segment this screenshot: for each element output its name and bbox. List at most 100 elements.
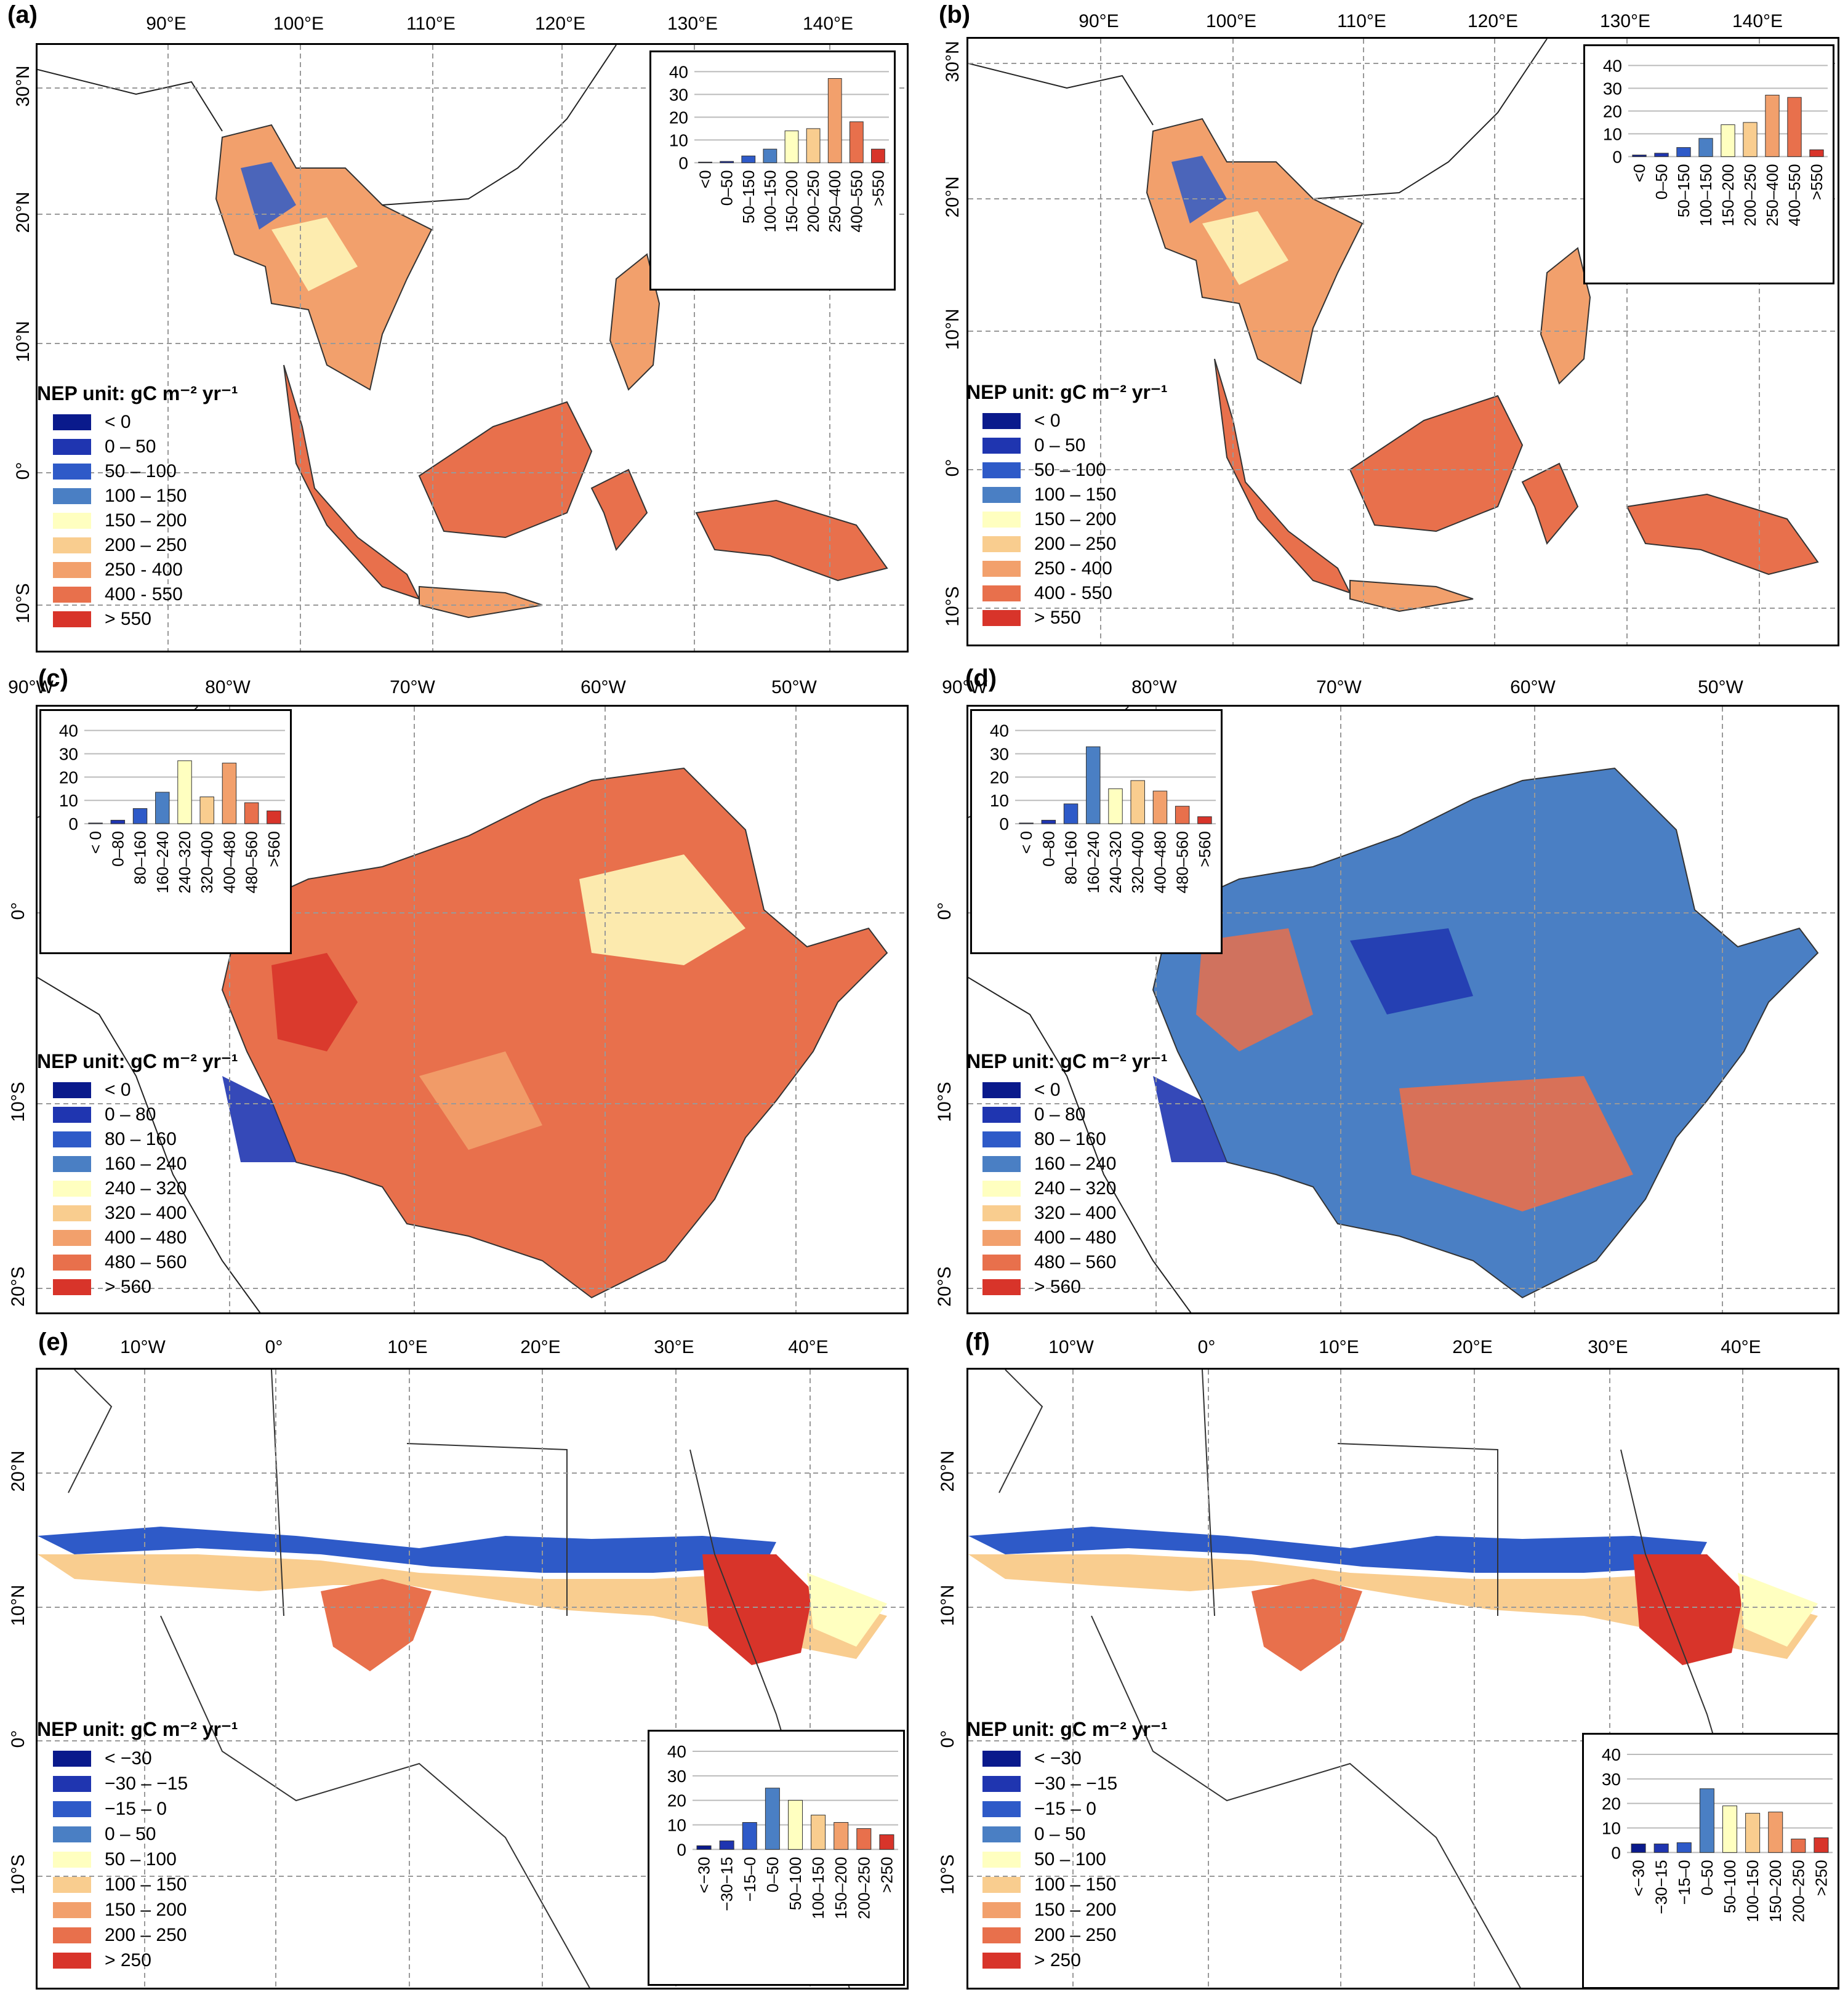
histogram-xtick: >550	[869, 170, 887, 206]
histogram-bar	[742, 1822, 757, 1850]
borneo-region	[1349, 395, 1524, 532]
histogram-xtick: 0–50	[718, 170, 736, 206]
map-canvas	[38, 707, 907, 1312]
histogram-ytick: 20	[990, 768, 1009, 787]
legend-label: 50 – 100	[1034, 460, 1106, 480]
legend-item: 50 – 100	[966, 1847, 1168, 1872]
histogram-bar	[1721, 124, 1735, 157]
legend-label: 400 - 550	[105, 584, 183, 604]
histogram-bar	[1768, 1812, 1783, 1853]
longitude-label: 70°W	[1316, 677, 1362, 697]
sulawesi-region	[590, 468, 648, 552]
histogram-xtick: 480–560	[243, 831, 261, 893]
nigeria-region	[1251, 1579, 1362, 1671]
legend-item: 0 – 50	[37, 435, 238, 459]
legend-swatch	[982, 512, 1021, 528]
histogram-bar	[811, 1815, 826, 1850]
histogram-bar	[696, 1845, 712, 1850]
histogram-xtick: −30−15	[1652, 1860, 1671, 1914]
panel-label: (d)	[965, 665, 997, 692]
legend-item: 80 – 160	[966, 1127, 1168, 1152]
histogram-bar	[698, 161, 712, 163]
histogram-ytick: 40	[59, 721, 78, 741]
legend-swatch	[53, 513, 91, 529]
legend-swatch	[982, 1876, 1021, 1893]
histogram-xtick: <−30	[1629, 1860, 1648, 1896]
histogram-xtick: −15–0	[741, 1857, 759, 1902]
legend-label: < 0	[1034, 1080, 1061, 1100]
legend-swatch	[982, 487, 1021, 503]
histogram-xtick: 100–150	[761, 170, 779, 232]
histogram-xtick: 0–50	[1698, 1860, 1716, 1895]
legend-swatch	[982, 610, 1021, 626]
histogram-xtick: 480–560	[1173, 831, 1192, 893]
legend-item: 480 – 560	[37, 1250, 238, 1275]
histogram-xtick: 50–100	[1721, 1860, 1739, 1913]
legend-item: 100 – 150	[37, 484, 238, 508]
legend-item: > 250	[37, 1948, 238, 1973]
histogram-xtick: 400–480	[220, 831, 238, 893]
legend-title: NEP unit: gC m⁻² yr⁻¹	[966, 381, 1168, 403]
legend-item: < −30	[966, 1746, 1168, 1771]
light-yellow-patch	[579, 854, 745, 965]
histogram-bar	[1197, 816, 1212, 824]
map-canvas	[38, 45, 907, 651]
latitude-label: 10°S	[8, 1854, 28, 1895]
color-legend: NEP unit: gC m⁻² yr⁻¹ < 0 0 – 80 80 – 160 16…	[966, 1050, 1168, 1299]
legend-label: 200 – 250	[105, 1924, 187, 1945]
legend-item: 100 – 150	[966, 483, 1168, 507]
sulawesi-region	[1521, 462, 1579, 545]
legend-item: −30 – −15	[966, 1771, 1168, 1796]
coastline	[38, 45, 617, 206]
legend-swatch	[53, 1750, 91, 1767]
amazon-region	[1152, 767, 1819, 1299]
malay-sumatra-region	[1214, 358, 1351, 594]
longitude-label: 40°E	[788, 1337, 829, 1357]
legend-label: 50 – 100	[105, 461, 177, 481]
histogram-bar	[1041, 819, 1056, 824]
legend-item: < −30	[37, 1746, 238, 1771]
legend-swatch	[982, 1927, 1021, 1943]
legend-label: 0 – 50	[1034, 435, 1086, 456]
legend-item: > 560	[966, 1275, 1168, 1299]
legend-item: 0 – 50	[966, 1821, 1168, 1847]
legend-swatch	[53, 439, 91, 455]
philippines-region	[1540, 247, 1591, 385]
histogram-xtick: 400–550	[847, 170, 866, 232]
legend-label: 200 – 250	[105, 535, 187, 555]
legend-label: 250 - 400	[105, 560, 183, 580]
legend-item: 100 – 150	[966, 1872, 1168, 1897]
legend-label: 200 – 250	[1034, 1924, 1117, 1945]
histogram-bar	[110, 819, 126, 824]
legend-item: 0 – 80	[37, 1102, 238, 1127]
sahel-warm-band	[968, 1554, 1818, 1659]
horn-light-region	[807, 1573, 887, 1647]
histogram-bar	[763, 148, 777, 163]
legend-label: < 0	[1034, 411, 1061, 431]
histogram-xtick: <0	[1630, 164, 1649, 182]
legend-swatch	[982, 438, 1021, 454]
legend-swatch	[982, 1775, 1021, 1792]
legend-swatch	[982, 1230, 1021, 1246]
legend-item: 200 – 250	[37, 533, 238, 558]
java-region	[419, 585, 543, 619]
histogram-ytick: 20	[1602, 1794, 1621, 1813]
longitude-label: 130°E	[1599, 11, 1651, 31]
histogram-xtick: 100–150	[1743, 1860, 1762, 1922]
legend-swatch	[53, 587, 91, 603]
histogram-bar	[871, 148, 885, 163]
histogram-bar	[827, 78, 842, 163]
histogram-xtick: 200–250	[804, 170, 822, 232]
histogram-bar	[1698, 138, 1713, 157]
malay-sumatra-region	[283, 364, 420, 600]
legend-swatch	[53, 1181, 91, 1197]
histogram-ytick: 30	[669, 85, 688, 104]
latitude-label: 20°N	[938, 1450, 958, 1492]
legend-label: 150 – 200	[105, 1899, 187, 1920]
legend-swatch	[982, 1750, 1021, 1767]
histogram-xtick: >560	[265, 831, 283, 867]
histogram-xtick: >550	[1807, 164, 1826, 200]
legend-label: 240 – 320	[1034, 1178, 1117, 1199]
histogram-xtick: 320–400	[198, 831, 216, 893]
legend-label: 150 – 200	[1034, 1899, 1117, 1920]
